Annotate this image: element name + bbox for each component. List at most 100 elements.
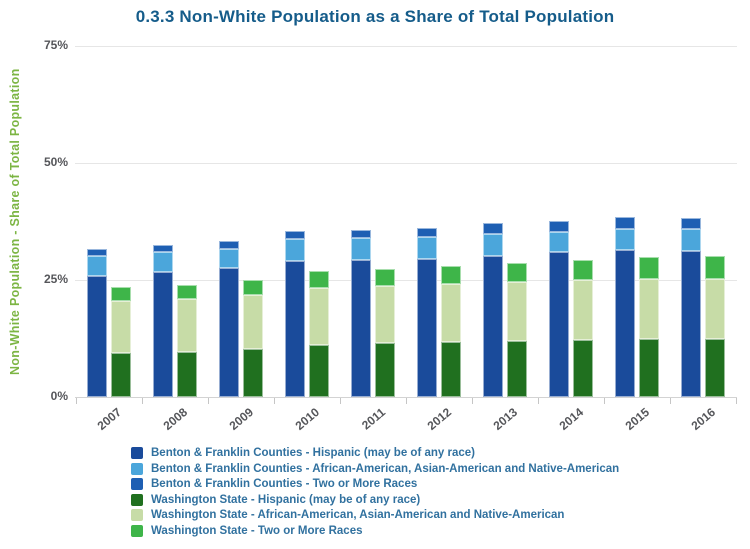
y-tick-label-25%: 25% bbox=[43, 272, 68, 286]
legend-label-wa-two-or-more-races: Washington State - Two or More Races bbox=[151, 524, 363, 537]
bar-2016-wa-two-or-more-races[interactable] bbox=[704, 255, 725, 279]
legend-item-bf-african-asian-native-american[interactable]: Benton & Franklin Counties - African-Ame… bbox=[131, 462, 721, 477]
bar-2014-bf-hispanic[interactable] bbox=[548, 252, 569, 397]
bar-2010-bf-two-or-more-races[interactable] bbox=[284, 230, 305, 239]
bar-2012-bf-two-or-more-races[interactable] bbox=[416, 228, 437, 238]
bar-2015-bf-african-asian-native-american[interactable] bbox=[614, 228, 635, 251]
bar-2014-wa-two-or-more-races[interactable] bbox=[572, 259, 593, 281]
y-tick-label-50%: 50% bbox=[43, 155, 68, 169]
chart-title: 0.3.3 Non-White Population as a Share of… bbox=[135, 7, 615, 26]
bar-2016-wa-hispanic[interactable] bbox=[704, 338, 725, 397]
bar-2012-wa-two-or-more-races[interactable] bbox=[440, 265, 461, 285]
bar-2013-wa-hispanic[interactable] bbox=[506, 341, 527, 397]
bar-2012-bf-hispanic[interactable] bbox=[416, 259, 437, 397]
legend-swatch-bf-african-asian-native-american bbox=[131, 462, 143, 475]
bar-2010-bf-african-asian-native-american[interactable] bbox=[284, 238, 305, 262]
bar-2010-wa-african-asian-native-american[interactable] bbox=[308, 287, 329, 345]
bar-2009-wa-hispanic[interactable] bbox=[242, 349, 263, 397]
legend-item-bf-hispanic[interactable]: Benton & Franklin Counties - Hispanic (m… bbox=[131, 446, 721, 461]
legend-item-bf-two-or-more-races[interactable]: Benton & Franklin Counties - Two or More… bbox=[131, 477, 721, 492]
bar-2015-wa-two-or-more-races[interactable] bbox=[638, 256, 659, 279]
legend-swatch-bf-two-or-more-races bbox=[131, 478, 143, 490]
y-tick-label-0%: 0% bbox=[50, 389, 68, 403]
bar-2015-wa-hispanic[interactable] bbox=[638, 339, 659, 397]
bar-2008-bf-african-asian-native-american[interactable] bbox=[152, 251, 173, 273]
bar-2008-wa-two-or-more-races[interactable] bbox=[176, 284, 197, 300]
x-axis-tick bbox=[669, 398, 671, 404]
legend-item-wa-two-or-more-races[interactable]: Washington State - Two or More Races bbox=[131, 524, 721, 539]
bar-2013-wa-african-asian-native-american[interactable] bbox=[506, 281, 527, 342]
bar-2016-bf-two-or-more-races[interactable] bbox=[680, 218, 701, 230]
x-axis-line bbox=[75, 397, 737, 398]
bar-2015-bf-hispanic[interactable] bbox=[614, 250, 635, 397]
x-axis-tick bbox=[141, 398, 143, 404]
gridline-75% bbox=[75, 46, 737, 47]
bar-2009-bf-african-asian-native-american[interactable] bbox=[218, 248, 239, 269]
legend-item-wa-african-asian-native-american[interactable]: Washington State - African-American, Asi… bbox=[131, 508, 721, 523]
bar-2012-bf-african-asian-native-american[interactable] bbox=[416, 237, 437, 260]
bar-2009-wa-two-or-more-races[interactable] bbox=[242, 280, 263, 295]
bar-2012-wa-african-asian-native-american[interactable] bbox=[440, 284, 461, 343]
bar-2011-wa-two-or-more-races[interactable] bbox=[374, 268, 395, 287]
x-axis-tick bbox=[75, 398, 77, 404]
gridline-25% bbox=[75, 280, 737, 281]
bar-2011-wa-african-asian-native-american[interactable] bbox=[374, 286, 395, 344]
x-axis-tick bbox=[603, 398, 605, 404]
bar-2014-wa-african-asian-native-american[interactable] bbox=[572, 280, 593, 341]
bar-2011-wa-hispanic[interactable] bbox=[374, 343, 395, 397]
legend-swatch-wa-hispanic bbox=[131, 493, 143, 506]
bar-2007-wa-hispanic[interactable] bbox=[110, 353, 131, 397]
x-axis-tick bbox=[207, 398, 209, 404]
bar-2007-wa-african-asian-native-american[interactable] bbox=[110, 300, 131, 354]
x-axis-tick bbox=[273, 398, 275, 404]
legend-swatch-wa-two-or-more-races bbox=[131, 524, 143, 537]
bar-2011-bf-african-asian-native-american[interactable] bbox=[350, 237, 371, 261]
bar-2009-bf-two-or-more-races[interactable] bbox=[218, 241, 239, 249]
bar-2007-bf-hispanic[interactable] bbox=[86, 275, 107, 397]
y-tick-label-75%: 75% bbox=[43, 38, 68, 52]
legend: Benton & Franklin Counties - Hispanic (m… bbox=[131, 446, 721, 539]
legend-label-bf-two-or-more-races: Benton & Franklin Counties - Two or More… bbox=[151, 478, 418, 490]
legend-label-bf-hispanic: Benton & Franklin Counties - Hispanic (m… bbox=[151, 447, 475, 459]
bar-2014-bf-two-or-more-races[interactable] bbox=[548, 221, 569, 233]
bar-2015-bf-two-or-more-races[interactable] bbox=[614, 217, 635, 229]
bar-2013-bf-african-asian-native-american[interactable] bbox=[482, 233, 503, 256]
bar-2014-bf-african-asian-native-american[interactable] bbox=[548, 232, 569, 253]
legend-label-bf-african-asian-native-american: Benton & Franklin Counties - African-Ame… bbox=[151, 462, 620, 475]
bar-2010-wa-hispanic[interactable] bbox=[308, 344, 329, 397]
bar-2014-wa-hispanic[interactable] bbox=[572, 340, 593, 397]
bar-2007-bf-african-asian-native-american[interactable] bbox=[86, 256, 107, 276]
x-axis-tick bbox=[471, 398, 473, 404]
bar-2007-wa-two-or-more-races[interactable] bbox=[110, 287, 131, 301]
bar-2011-bf-two-or-more-races[interactable] bbox=[350, 229, 371, 238]
bar-2008-bf-hispanic[interactable] bbox=[152, 272, 173, 397]
gridline-50% bbox=[75, 163, 737, 164]
legend-swatch-wa-african-asian-native-american bbox=[131, 509, 143, 521]
bar-2016-bf-hispanic[interactable] bbox=[680, 250, 701, 397]
x-axis-tick bbox=[405, 398, 407, 404]
bar-2013-bf-two-or-more-races[interactable] bbox=[482, 223, 503, 234]
x-axis-tick bbox=[339, 398, 341, 404]
bar-2008-wa-hispanic[interactable] bbox=[176, 351, 197, 397]
bar-2008-bf-two-or-more-races[interactable] bbox=[152, 244, 173, 252]
bar-2010-wa-two-or-more-races[interactable] bbox=[308, 271, 329, 288]
x-category-label-2007: 2007 bbox=[94, 405, 124, 433]
bar-2007-bf-two-or-more-races[interactable] bbox=[86, 248, 107, 257]
bar-2011-bf-hispanic[interactable] bbox=[350, 260, 371, 397]
bar-2009-wa-african-asian-native-american[interactable] bbox=[242, 294, 263, 350]
bar-2013-bf-hispanic[interactable] bbox=[482, 255, 503, 397]
bar-2016-bf-african-asian-native-american[interactable] bbox=[680, 229, 701, 251]
bar-2008-wa-african-asian-native-american[interactable] bbox=[176, 299, 197, 352]
legend-swatch-bf-hispanic bbox=[131, 447, 143, 459]
x-axis-tick bbox=[735, 398, 737, 404]
bar-2009-bf-hispanic[interactable] bbox=[218, 268, 239, 397]
bar-2013-wa-two-or-more-races[interactable] bbox=[506, 262, 527, 282]
bar-2016-wa-african-asian-native-american[interactable] bbox=[704, 278, 725, 339]
bar-2012-wa-hispanic[interactable] bbox=[440, 342, 461, 397]
legend-label-wa-african-asian-native-american: Washington State - African-American, Asi… bbox=[151, 509, 565, 521]
legend-item-wa-hispanic[interactable]: Washington State - Hispanic (may be of a… bbox=[131, 493, 721, 508]
x-axis-tick bbox=[537, 398, 539, 404]
bar-2015-wa-african-asian-native-american[interactable] bbox=[638, 278, 659, 340]
bar-2010-bf-hispanic[interactable] bbox=[284, 261, 305, 397]
